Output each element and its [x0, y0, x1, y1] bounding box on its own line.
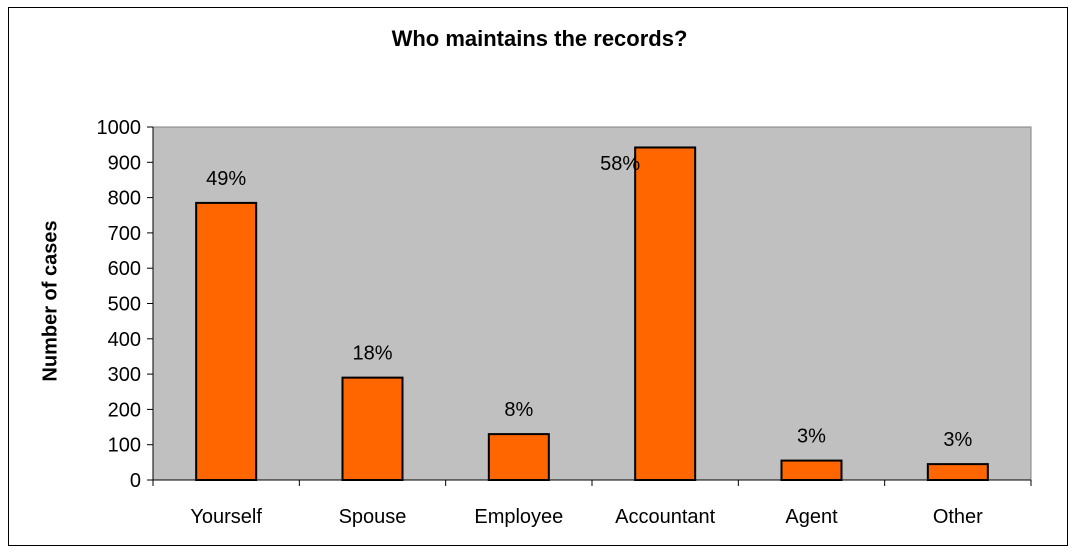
- data-labels: 49% 18% 8% 58% 3% 3%: [206, 153, 972, 451]
- y-tick-label: 700: [108, 223, 141, 245]
- data-label: 18%: [352, 343, 392, 365]
- bar: [926, 463, 989, 481]
- chart-title: Who maintains the records?: [391, 26, 688, 51]
- data-label: 3%: [797, 426, 826, 448]
- bar: [780, 459, 843, 481]
- bar: [487, 433, 550, 481]
- y-tick-label: 900: [108, 152, 141, 174]
- plot-area: [152, 126, 1032, 481]
- x-tick-label: Accountant: [615, 506, 716, 528]
- y-tick-label: 0: [130, 470, 141, 492]
- x-tick-label: Yourself: [190, 506, 262, 528]
- bars: [195, 146, 989, 482]
- plot-background: [152, 126, 1032, 481]
- bar: [341, 376, 404, 482]
- y-tick-label: 100: [108, 435, 141, 457]
- data-label: 3%: [943, 429, 972, 451]
- bar: [195, 201, 258, 482]
- y-tick-label: 1000: [97, 117, 142, 139]
- data-label: 8%: [504, 399, 533, 421]
- y-tick-label: 200: [108, 399, 141, 421]
- x-axis: Yourself Spouse Employee Accountant Agent Oth…: [152, 479, 1032, 528]
- y-tick-label: 300: [108, 364, 141, 386]
- y-tick-label: 500: [108, 294, 141, 316]
- y-tick-label: 400: [108, 329, 141, 351]
- bar: [634, 146, 697, 481]
- y-tick-label: 800: [108, 188, 141, 210]
- data-label: 58%: [600, 153, 640, 175]
- data-label: 49%: [206, 168, 246, 190]
- x-tick-label: Other: [933, 506, 983, 528]
- x-tick-label: Spouse: [339, 506, 407, 528]
- x-tick-label: Employee: [474, 506, 563, 528]
- x-tick-label: Agent: [785, 506, 838, 528]
- y-axis: 0 100 200 300 400 500 600 700 800 900 1000: [97, 117, 154, 492]
- y-tick-label: 600: [108, 258, 141, 280]
